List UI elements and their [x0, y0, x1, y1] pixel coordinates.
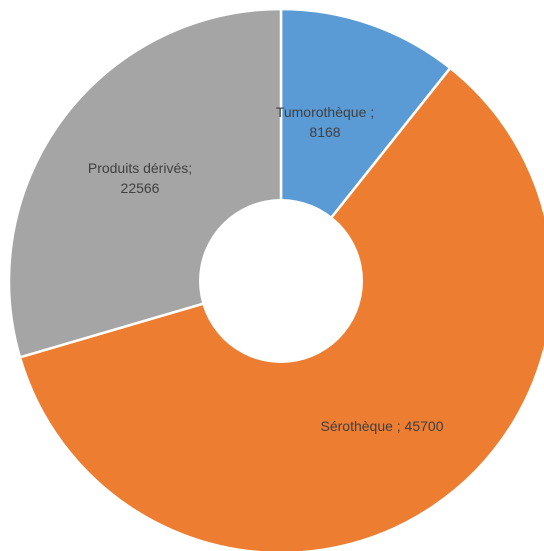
label-tumorotheque: Tumorothèque ; 8168 [276, 104, 374, 140]
label-line-2: 8168 [309, 124, 340, 140]
labels-group: Tumorothèque ; 8168 Sérothèque ; 45700 Prod… [88, 104, 444, 434]
label-line-1: Tumorothèque ; [276, 104, 374, 120]
label-serotheque: Sérothèque ; 45700 [321, 418, 444, 434]
label-line-1: Produits dérivés; [88, 160, 192, 176]
doughnut-hole [199, 199, 363, 363]
label-line-2: 22566 [121, 180, 160, 196]
label-line-1: Sérothèque ; 45700 [321, 418, 444, 434]
label-produits-derives: Produits dérivés; 22566 [88, 160, 192, 196]
